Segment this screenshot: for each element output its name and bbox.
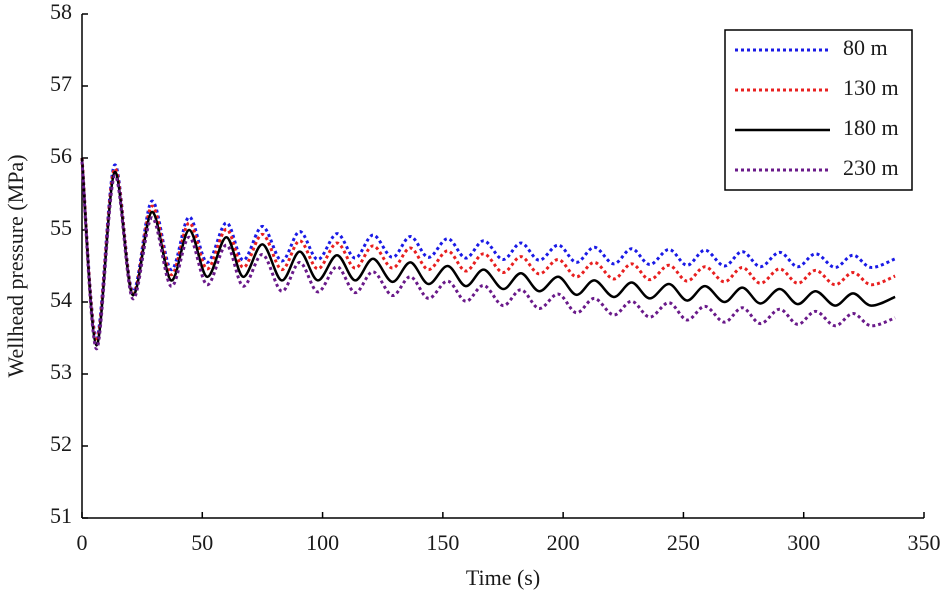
y-tick-label: 57 [50,71,72,96]
legend-label: 130 m [843,75,899,100]
y-axis-title: Wellhead pressure (MPa) [3,154,28,377]
x-tick-label: 50 [191,530,213,555]
series-line [80,157,896,347]
y-tick-label: 56 [50,143,72,168]
legend-box [724,29,913,191]
y-tick-label: 54 [50,287,72,312]
legend-label: 230 m [843,155,899,180]
x-tick-label: 200 [547,530,580,555]
y-tick-label: 52 [50,431,72,456]
x-tick-label: 100 [306,530,339,555]
y-tick-label: 55 [50,215,72,240]
series-line [80,161,896,351]
series-line [80,157,896,344]
y-tick-label: 53 [50,359,72,384]
legend-label: 180 m [843,115,899,140]
x-tick-label: 150 [426,530,459,555]
y-tick-label: 51 [50,503,72,528]
x-tick-label: 250 [667,530,700,555]
x-tick-label: 0 [77,530,88,555]
x-tick-label: 300 [787,530,820,555]
y-tick-label: 58 [50,0,72,24]
x-axis-title: Time (s) [466,565,540,590]
x-tick-label: 350 [908,530,941,555]
legend-label: 80 m [843,35,888,60]
